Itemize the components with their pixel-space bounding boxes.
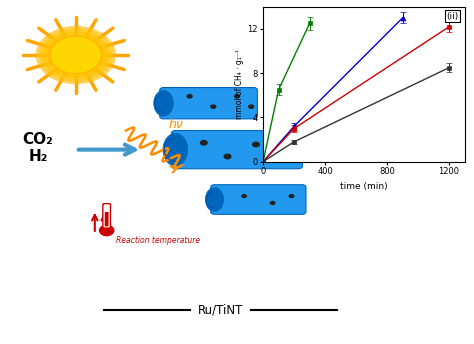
Circle shape (252, 141, 260, 148)
Circle shape (37, 27, 115, 83)
Circle shape (41, 30, 111, 80)
Circle shape (60, 43, 92, 67)
Circle shape (289, 194, 294, 198)
Circle shape (46, 33, 106, 77)
Text: hν: hν (168, 118, 183, 131)
Circle shape (36, 26, 116, 84)
Text: CH₄: CH₄ (409, 142, 439, 157)
Circle shape (223, 153, 232, 160)
Circle shape (234, 94, 240, 99)
X-axis label: time (min): time (min) (340, 182, 388, 191)
Circle shape (290, 140, 298, 146)
Circle shape (55, 40, 97, 71)
Circle shape (42, 30, 110, 80)
FancyBboxPatch shape (105, 212, 109, 226)
Circle shape (248, 104, 255, 109)
Text: Reaction temperature: Reaction temperature (116, 236, 200, 245)
Circle shape (43, 31, 109, 79)
FancyBboxPatch shape (172, 131, 302, 169)
Circle shape (210, 104, 217, 109)
Circle shape (54, 39, 98, 71)
Circle shape (50, 36, 102, 74)
Circle shape (45, 32, 107, 78)
Circle shape (58, 42, 93, 68)
Ellipse shape (154, 90, 173, 116)
Circle shape (51, 37, 101, 73)
Circle shape (200, 140, 208, 146)
Ellipse shape (163, 133, 188, 166)
Circle shape (52, 38, 100, 72)
Ellipse shape (205, 187, 224, 212)
Circle shape (47, 34, 105, 76)
Text: CO₂
H₂: CO₂ H₂ (23, 132, 53, 164)
Circle shape (51, 37, 101, 73)
Circle shape (38, 28, 114, 83)
Circle shape (36, 26, 116, 84)
Circle shape (57, 42, 94, 68)
Circle shape (275, 150, 284, 156)
Text: Ru/TiNT: Ru/TiNT (198, 303, 243, 316)
FancyBboxPatch shape (103, 204, 110, 228)
Circle shape (48, 35, 103, 75)
Circle shape (39, 29, 112, 82)
FancyBboxPatch shape (160, 88, 257, 119)
FancyBboxPatch shape (210, 185, 306, 214)
Circle shape (241, 194, 247, 198)
Circle shape (270, 201, 275, 205)
Text: (ii): (ii) (446, 11, 458, 21)
Y-axis label: mmol of CH₄ · g₁⁻¹: mmol of CH₄ · g₁⁻¹ (235, 50, 244, 119)
Circle shape (100, 225, 114, 236)
Circle shape (186, 94, 193, 99)
Circle shape (56, 41, 96, 69)
